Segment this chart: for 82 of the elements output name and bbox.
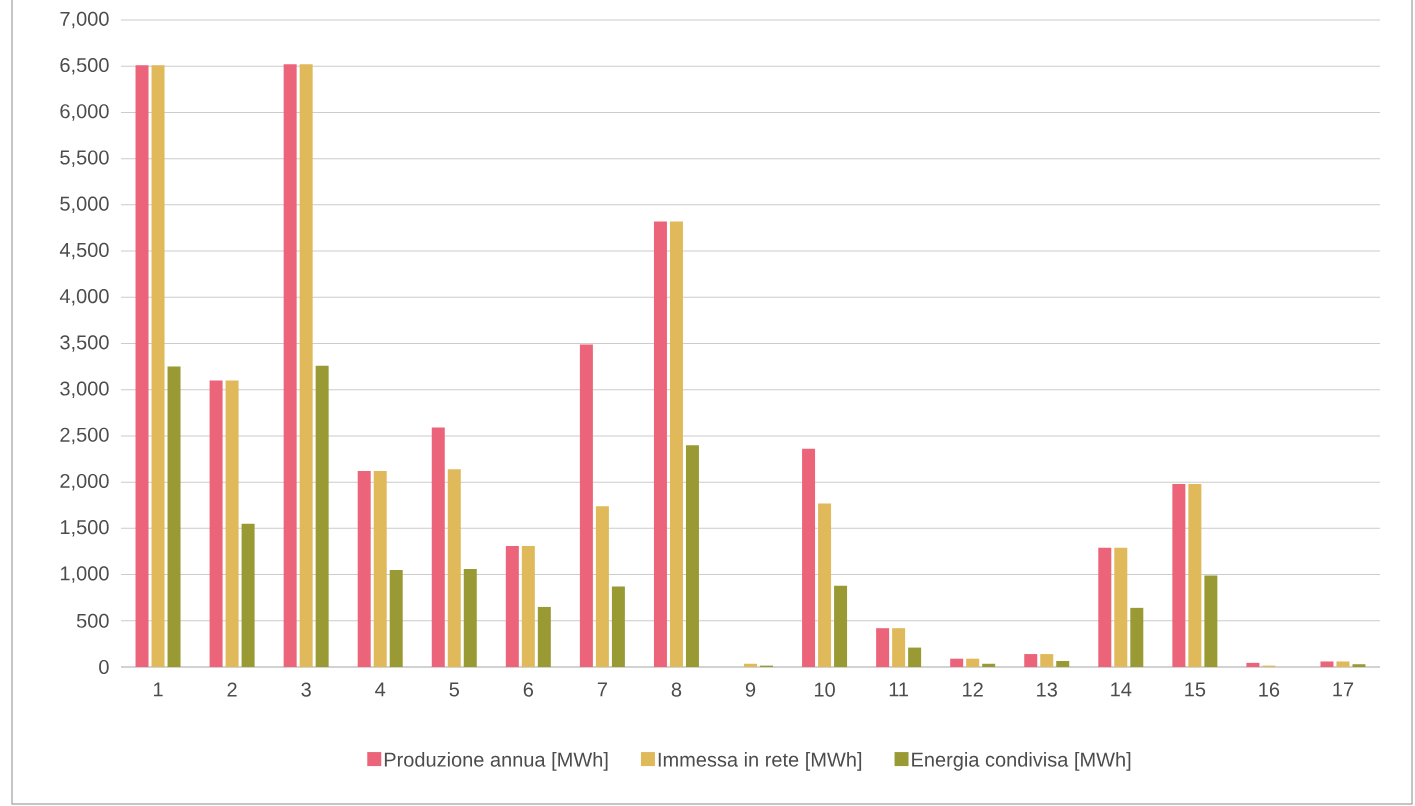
y-tick-label: 3,500 [60,335,109,352]
bar [1246,662,1260,667]
bar [802,448,816,667]
bar [1056,660,1070,667]
x-tick-label: 5 [449,682,459,697]
bar [1040,654,1054,667]
x-tick-label: 3 [301,682,311,697]
bar [611,586,625,667]
y-tick-label: 1,500 [60,520,109,537]
x-tick-label: 13 [1037,682,1057,697]
bar [135,65,149,667]
legend-label: Immessa in rete [MWh] [658,752,862,771]
y-tick-label: 500 [76,613,109,628]
bar [818,503,832,667]
legend-label: Produzione annua [MWh] [384,752,608,771]
y-tick-label: 4,500 [59,242,109,260]
bar [167,366,181,667]
bar [299,64,313,667]
x-tick-label: 8 [671,682,682,697]
x-tick-label: 12 [963,682,983,697]
x-tick-label: 6 [523,682,534,697]
bar [669,221,683,667]
bar [892,628,906,667]
bar [744,663,758,667]
bar [1188,483,1202,667]
x-tick-label: 9 [745,682,756,697]
bar [982,663,996,667]
y-tick-label: 2,000 [60,473,109,491]
y-tick-label: 6,000 [60,104,109,121]
bar [908,647,922,667]
bar [225,380,239,667]
bar [447,469,461,667]
y-tick-label: 4,000 [59,289,109,306]
bar [653,221,667,667]
bar [834,585,848,667]
x-tick-label: 17 [1333,682,1354,697]
x-tick-label: 14 [1111,682,1132,697]
bar [373,471,387,667]
bar [283,64,297,667]
bar [209,380,223,667]
bar [685,445,699,667]
bar [389,569,403,667]
bar [1114,547,1128,667]
bar [1130,607,1144,667]
bar [357,471,371,667]
y-tick-label: 5,500 [60,150,109,167]
bar [950,658,964,667]
bar [1336,661,1350,667]
y-tick-label: 2,500 [60,427,109,445]
bar [1098,547,1112,667]
bar [537,606,551,667]
bar [579,344,593,667]
bar [1024,654,1038,667]
x-tick-label: 15 [1185,682,1206,697]
bar [431,427,445,667]
x-tick-label: 10 [814,682,835,697]
bar [521,545,535,667]
x-tick-label: 4 [375,682,386,697]
y-tick-label: 6,500 [60,57,109,75]
bar [1204,575,1218,667]
x-tick-label: 2 [227,682,237,697]
bar [505,545,519,667]
y-tick-label: 3,000 [60,381,109,398]
x-tick-label: 11 [889,682,909,697]
bar [876,628,890,667]
bar [1172,483,1186,667]
y-tick-label: 1,000 [60,566,109,583]
bar [1352,664,1366,667]
bar [315,365,329,667]
y-tick-label: 0 [99,659,109,675]
bar [463,569,477,667]
bar [151,65,165,667]
x-tick-label: 7 [597,682,607,697]
y-tick-label: 5,000 [60,196,109,214]
y-tick-label: 7,000 [60,11,109,29]
x-tick-label: 16 [1259,682,1280,697]
bar [1320,661,1334,667]
x-tick-label: 1 [153,682,163,697]
bar [241,523,255,667]
bar [966,658,980,667]
legend-label: Energia condivisa [MWh] [912,752,1131,771]
bar [595,506,609,667]
